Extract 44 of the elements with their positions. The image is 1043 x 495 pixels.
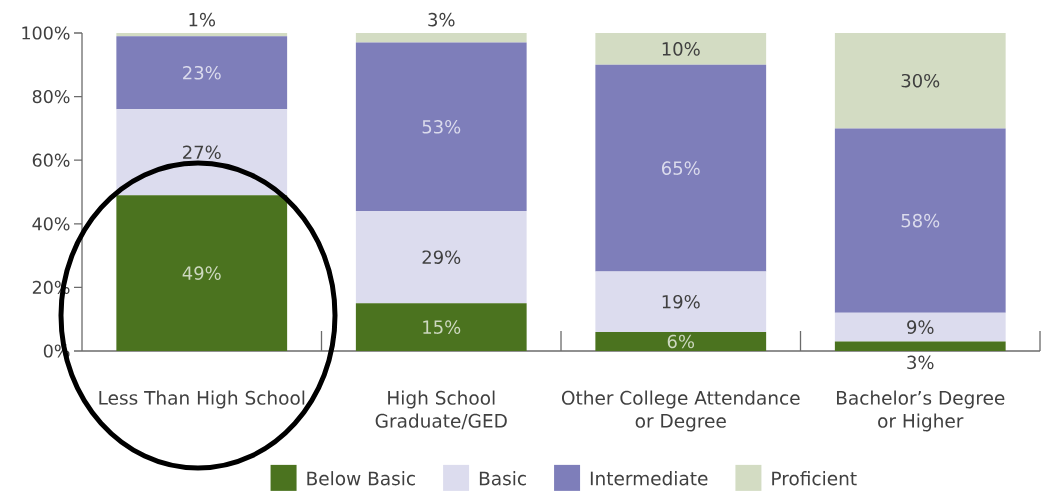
bar xyxy=(834,341,1006,351)
data-label: 49% xyxy=(182,266,221,280)
data-label: 29% xyxy=(422,250,461,264)
x-tick-label: Other College Attendance or Degree xyxy=(561,390,800,432)
bar xyxy=(355,32,527,43)
y-tick-label: 100% xyxy=(22,26,70,40)
bar xyxy=(595,32,767,65)
data-label: 6% xyxy=(667,334,695,349)
legend-label: Basic xyxy=(479,471,526,486)
x-tick-label: Bachelor’s Degree or Higher xyxy=(837,390,1005,432)
x-tick-label: Less Than High School xyxy=(99,390,305,409)
bar xyxy=(595,64,767,272)
bar xyxy=(595,271,767,332)
legend-label: Intermediate xyxy=(590,471,708,486)
bar xyxy=(355,303,527,351)
legend-label: Proficient xyxy=(772,471,857,486)
bar xyxy=(116,195,288,351)
bar xyxy=(116,109,288,196)
data-label: 9% xyxy=(907,320,934,334)
y-tick-label: 80% xyxy=(32,89,70,104)
data-label: 23% xyxy=(183,65,221,80)
data-label: 1% xyxy=(189,12,216,27)
y-tick-label: 60% xyxy=(32,153,70,167)
bar xyxy=(355,211,527,304)
data-label: 19% xyxy=(662,294,700,309)
data-label: 30% xyxy=(901,73,940,88)
bar xyxy=(834,312,1006,342)
bar xyxy=(595,331,767,351)
bar xyxy=(116,36,288,110)
bar xyxy=(834,128,1006,313)
data-label: 10% xyxy=(662,42,700,56)
x-tick-label: High School Graduate/GED xyxy=(375,390,507,430)
data-label: 3% xyxy=(907,355,934,370)
bar xyxy=(355,42,527,212)
data-label: 15% xyxy=(423,320,461,334)
data-label: 65% xyxy=(662,161,700,175)
bar xyxy=(834,32,1006,129)
data-label: 27% xyxy=(183,145,221,160)
data-label: 53% xyxy=(422,119,461,134)
data-label: 58% xyxy=(901,213,940,228)
bar xyxy=(116,32,288,37)
y-tick-label: 40% xyxy=(32,217,70,231)
legend-label: Below Basic xyxy=(307,471,415,486)
data-label: 3% xyxy=(428,12,455,27)
